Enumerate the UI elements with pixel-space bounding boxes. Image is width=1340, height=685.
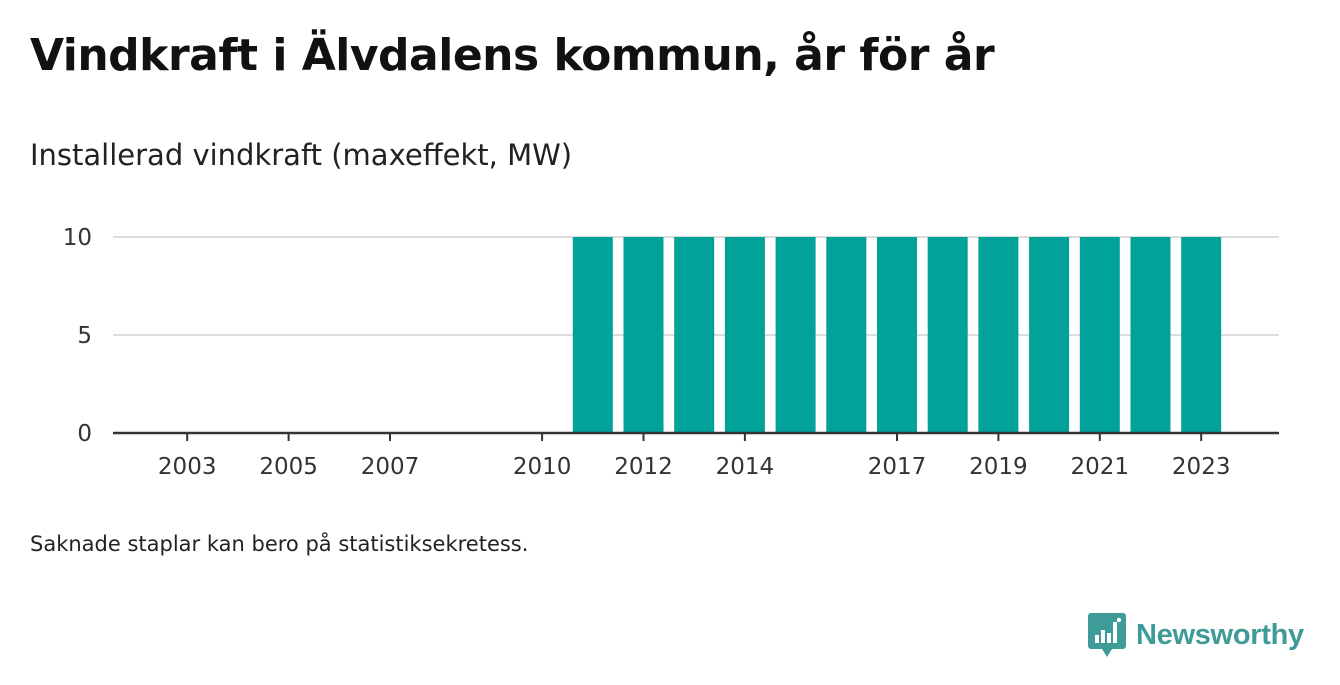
x-tick-label: 2019 xyxy=(969,454,1028,480)
bar-2022 xyxy=(1130,237,1171,433)
x-tick-label: 2007 xyxy=(361,454,420,480)
bar-2012 xyxy=(623,237,664,433)
x-tick-label: 2023 xyxy=(1172,454,1231,480)
chart-subtitle: Installerad vindkraft (maxeffekt, MW) xyxy=(30,138,573,172)
brand-name: Newsworthy xyxy=(1136,618,1304,651)
x-tick-label: 2017 xyxy=(868,454,927,480)
chart-title: Vindkraft i Älvdalens kommun, år för år xyxy=(30,30,995,81)
bar-2018 xyxy=(927,237,968,433)
y-tick-label: 5 xyxy=(77,323,92,349)
y-tick-label: 10 xyxy=(63,225,92,251)
x-tick-label: 2021 xyxy=(1071,454,1130,480)
bar-2011 xyxy=(572,237,613,433)
bars xyxy=(572,237,1222,433)
bar-2013 xyxy=(674,237,715,433)
x-tick-label: 2014 xyxy=(716,454,775,480)
x-tick-label: 2003 xyxy=(158,454,217,480)
bar-2014 xyxy=(724,237,765,433)
bar-2023 xyxy=(1181,237,1222,433)
bar-chart: 0 5 10 2003 2005 2007 2010 2012 2014 2017 2019 2021… xyxy=(63,225,1279,480)
newsworthy-logo-icon xyxy=(1088,613,1126,657)
footnote: Saknade staplar kan bero på statistiksek… xyxy=(30,532,529,556)
bar-2019 xyxy=(978,237,1019,433)
bar-2017 xyxy=(877,237,917,433)
y-tick-label: 0 xyxy=(77,421,92,447)
x-tick-label: 2005 xyxy=(259,454,318,480)
x-tick-label: 2010 xyxy=(513,454,572,480)
bar-2020 xyxy=(1029,237,1070,433)
bar-2016 xyxy=(826,237,867,433)
brand-logo: Newsworthy xyxy=(1088,611,1304,659)
bar-2015 xyxy=(775,237,816,433)
x-tick-label: 2012 xyxy=(614,454,673,480)
bar-2021 xyxy=(1079,237,1120,433)
axes: 0 5 10 2003 2005 2007 2010 2012 2014 2017 2019 2021… xyxy=(63,225,1279,480)
